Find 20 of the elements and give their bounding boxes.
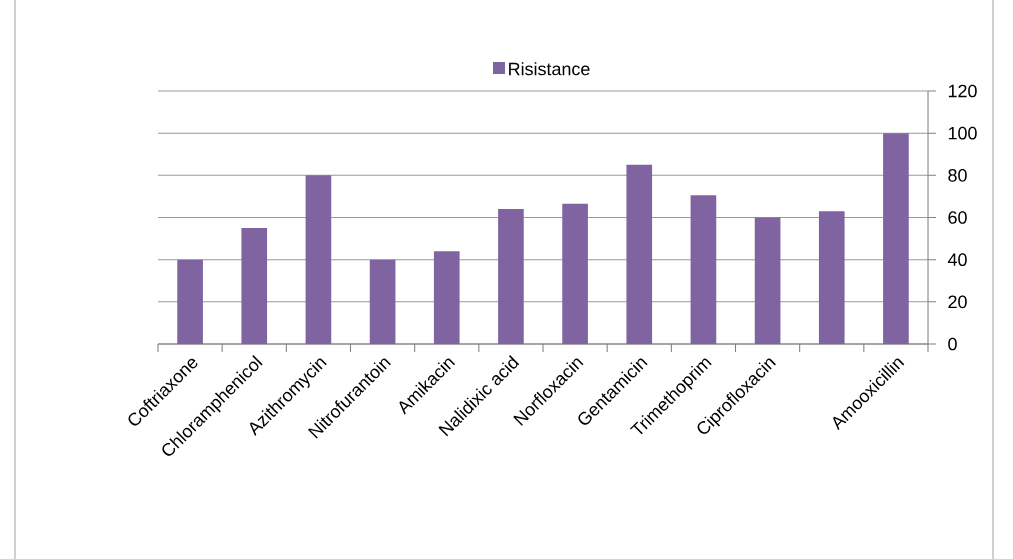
y-tick-label: 100 <box>948 126 977 140</box>
bar <box>818 211 845 344</box>
bar <box>369 259 396 344</box>
bar <box>690 195 717 344</box>
bar <box>498 209 524 344</box>
y-tick-label: 60 <box>948 211 967 224</box>
bar <box>562 203 588 344</box>
legend-label: Risistance <box>509 62 590 76</box>
bar <box>305 175 332 344</box>
y-tick-label: 20 <box>948 295 967 309</box>
bar <box>883 133 909 344</box>
bar <box>433 251 460 344</box>
bar <box>754 217 781 344</box>
bar <box>626 164 653 344</box>
y-tick-label: 80 <box>948 168 967 182</box>
bar <box>177 259 203 344</box>
bar <box>241 228 268 344</box>
y-tick-label: 120 <box>948 84 977 98</box>
y-tick-label: 0 <box>948 337 957 351</box>
y-tick-label: 40 <box>947 253 967 266</box>
